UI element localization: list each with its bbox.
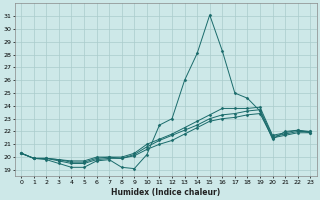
- X-axis label: Humidex (Indice chaleur): Humidex (Indice chaleur): [111, 188, 220, 197]
